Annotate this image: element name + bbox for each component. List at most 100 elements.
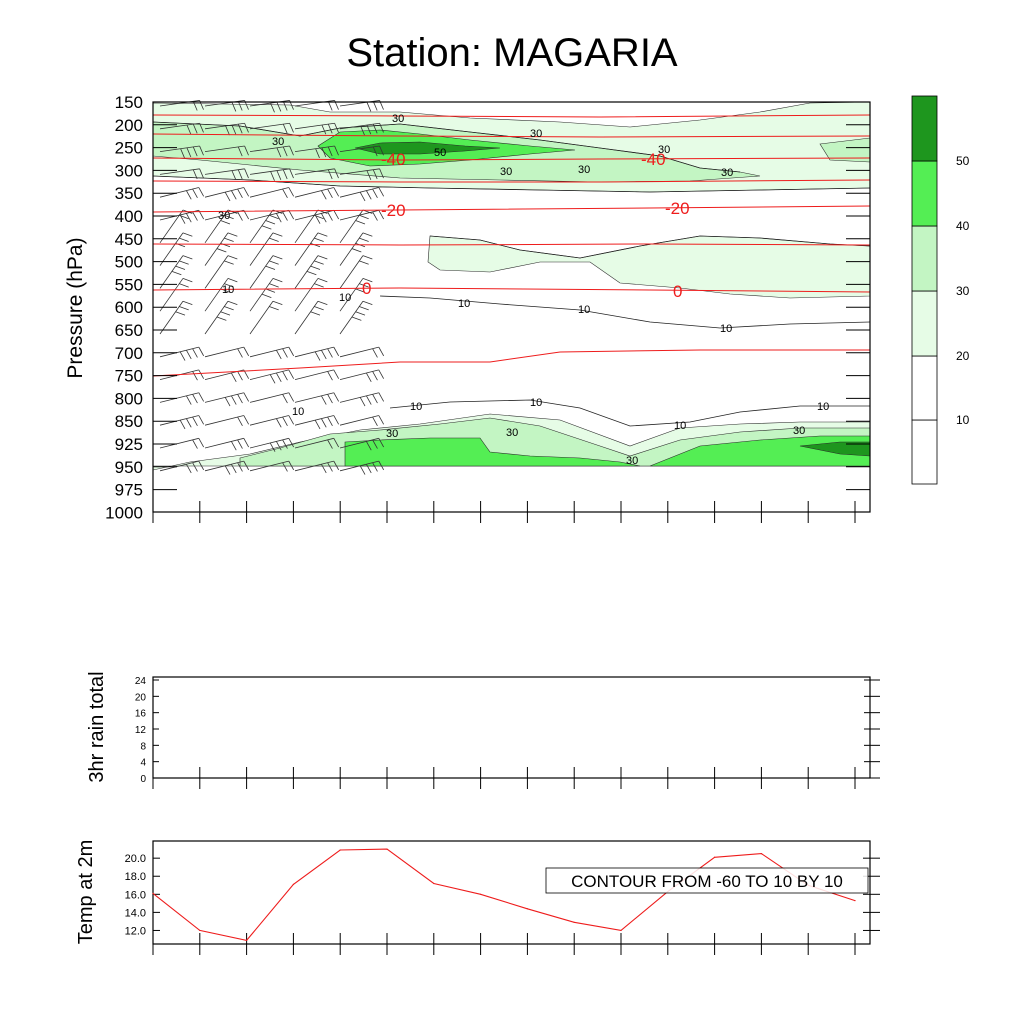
- barb-shaft: [159, 255, 184, 289]
- barb-flag: [314, 260, 324, 265]
- wind-barb: [204, 168, 249, 180]
- barb-flag: [314, 237, 324, 242]
- barb-flag: [378, 187, 385, 197]
- wind-barb: [159, 168, 204, 180]
- wind-barb: [294, 437, 340, 449]
- barb-flag: [199, 145, 204, 156]
- pressure-tick-label: 500: [115, 253, 143, 272]
- barb-flag: [198, 187, 205, 197]
- barb-flag: [288, 346, 295, 357]
- barb-flag: [317, 300, 328, 306]
- wind-barb: [249, 278, 283, 312]
- barb-flag: [224, 237, 234, 242]
- barb-flag: [227, 255, 238, 260]
- barb-flag: [269, 306, 279, 311]
- temp-contour-b: [153, 133, 870, 138]
- shade-upper-50: [354, 141, 501, 155]
- barb-shaft: [249, 392, 289, 403]
- barb-flag: [317, 278, 328, 283]
- barb-flag: [321, 124, 327, 135]
- colorbar-box-1: [911, 419, 938, 485]
- barb-shaft: [339, 346, 379, 358]
- rain-tick-label: 0: [140, 774, 146, 785]
- temperature-contours: [153, 114, 870, 377]
- barb-flag: [372, 188, 378, 199]
- barb-flag: [276, 213, 282, 223]
- barb-flag: [321, 147, 327, 158]
- pressure-tick-label: 950: [115, 458, 143, 477]
- barb-flag: [378, 210, 385, 220]
- barb-flag: [317, 232, 328, 237]
- barb-flag: [182, 232, 193, 237]
- barb-flag: [327, 146, 333, 157]
- barb-shaft: [249, 209, 274, 244]
- temp-point: [152, 892, 154, 895]
- barb-flag: [272, 232, 283, 237]
- barb-flag: [276, 102, 282, 112]
- barb-flag: [282, 188, 288, 199]
- barb-flag: [372, 169, 378, 180]
- barb-flag: [243, 346, 250, 357]
- temp-tick-label: 20.0: [125, 853, 146, 865]
- speed-label: 30: [392, 113, 404, 125]
- barb-flag: [289, 168, 294, 179]
- barb-flag: [355, 311, 366, 316]
- wind-barb: [204, 437, 250, 451]
- speed-label: 10: [222, 284, 234, 296]
- wind-barb: [204, 300, 238, 335]
- barb-flag: [198, 346, 205, 357]
- temp-point: [339, 849, 341, 851]
- barb-flag: [180, 148, 185, 159]
- barb-shaft: [204, 232, 229, 266]
- speed-contour-upper-30: [153, 121, 741, 173]
- rain-frame: [152, 676, 871, 779]
- barb-flag: [359, 237, 369, 242]
- barb-shaft: [294, 187, 334, 198]
- barb-shaft: [204, 255, 229, 289]
- wind-barb: [204, 187, 250, 202]
- wind-barb: [204, 100, 249, 112]
- barb-shaft: [204, 145, 245, 152]
- temp-point: [714, 856, 716, 858]
- barb-flag: [351, 248, 362, 253]
- temp-point: [292, 883, 294, 885]
- wind-barb: [339, 346, 385, 358]
- barb-shaft: [339, 168, 380, 175]
- barb-flag: [186, 213, 192, 223]
- barb-flag: [333, 369, 340, 379]
- barb-flag: [198, 392, 205, 402]
- rain-panel: 0 4 8 12 16 20 24 3hr rain total: [86, 671, 880, 789]
- barb-flag: [186, 147, 192, 158]
- barb-shaft: [249, 232, 274, 266]
- wind-barb: [249, 392, 295, 404]
- wind-barb: [339, 300, 373, 335]
- barb-flag: [175, 265, 186, 270]
- pressure-tick-label: 550: [115, 275, 143, 294]
- barb-shaft: [294, 209, 319, 244]
- barb-flag: [282, 101, 288, 111]
- temp-contour-a: [153, 114, 870, 118]
- wind-barb: [159, 346, 205, 361]
- barb-flag: [321, 464, 327, 474]
- barb-flag: [269, 214, 279, 220]
- wind-barb: [294, 255, 328, 289]
- rain-tick-label: 12: [135, 725, 147, 736]
- barb-flag: [288, 438, 295, 448]
- barb-flag: [289, 123, 294, 133]
- barb-flag: [359, 260, 369, 265]
- barb-shaft: [159, 346, 199, 358]
- speed-label: 30: [626, 455, 638, 467]
- barb-flag: [243, 438, 250, 448]
- barb-flag: [321, 213, 327, 223]
- wind-barb: [339, 122, 384, 136]
- shade-upper-30-right: [819, 137, 870, 163]
- wind-barb: [294, 460, 340, 474]
- temp-label: -40: [641, 150, 666, 169]
- barb-flag: [378, 346, 385, 357]
- barb-flag: [334, 145, 339, 156]
- pressure-tick-label: 400: [115, 207, 143, 226]
- rain-axis: 0 4 8 12 16 20 24: [135, 676, 880, 785]
- barb-flag: [216, 316, 227, 321]
- barb-flag: [366, 124, 372, 135]
- barb-flag: [333, 438, 340, 448]
